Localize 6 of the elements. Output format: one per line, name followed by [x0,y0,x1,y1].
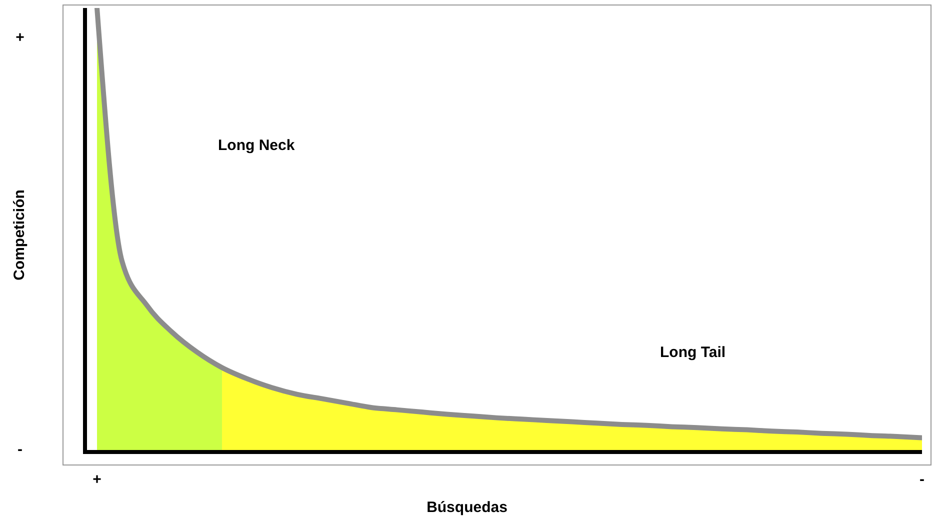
y-axis-title: Competición [11,190,28,280]
x-axis-title: Búsquedas [426,499,508,516]
text: - [18,441,22,458]
annotation: Long Neck [218,137,296,154]
text: + [16,29,25,46]
annotation: Long Tail [660,344,726,361]
